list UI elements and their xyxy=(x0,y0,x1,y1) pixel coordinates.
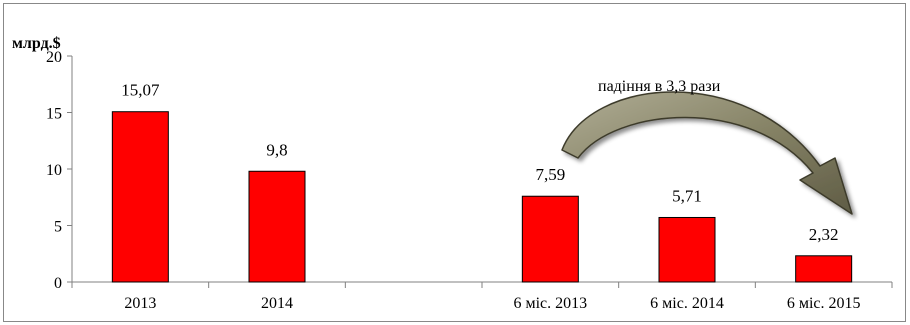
y-tick-label: 5 xyxy=(54,219,62,236)
x-category-label: 2013 xyxy=(124,295,156,312)
bar-data-label: 15,07 xyxy=(121,81,160,100)
bars: 15,07 9,8 7,59 5,71 2,32 xyxy=(111,81,853,283)
y-tick-label: 0 xyxy=(54,275,62,292)
arrow-shape xyxy=(561,91,853,215)
bar-data-label: 7,59 xyxy=(535,165,565,184)
y-unit-label: млрд.$ xyxy=(12,35,61,52)
bar-data-label: 9,8 xyxy=(266,140,287,159)
x-category-label: 2014 xyxy=(261,295,293,312)
y-tick-label: 10 xyxy=(46,162,62,179)
bar xyxy=(658,216,716,283)
bar xyxy=(248,170,306,283)
x-category-label: 6 міс. 2015 xyxy=(787,295,861,312)
bar-data-label: 2,32 xyxy=(809,225,839,244)
bar-data-label: 5,71 xyxy=(672,186,702,205)
bar xyxy=(795,255,853,283)
decline-annotation: падіння в 3,3 рази xyxy=(598,78,721,95)
y-tick-label: 20 xyxy=(46,49,62,66)
axes: 0 5 10 15 20 2013 2014 6 міс. 2013 6 міс. 2014 6 … xyxy=(46,49,893,312)
decline-arrow xyxy=(561,91,853,215)
bar xyxy=(521,195,579,283)
x-category-label: 6 міс. 2013 xyxy=(513,295,587,312)
bar xyxy=(111,111,169,283)
x-category-label: 6 міс. 2014 xyxy=(650,295,724,312)
y-tick-label: 15 xyxy=(46,106,62,123)
